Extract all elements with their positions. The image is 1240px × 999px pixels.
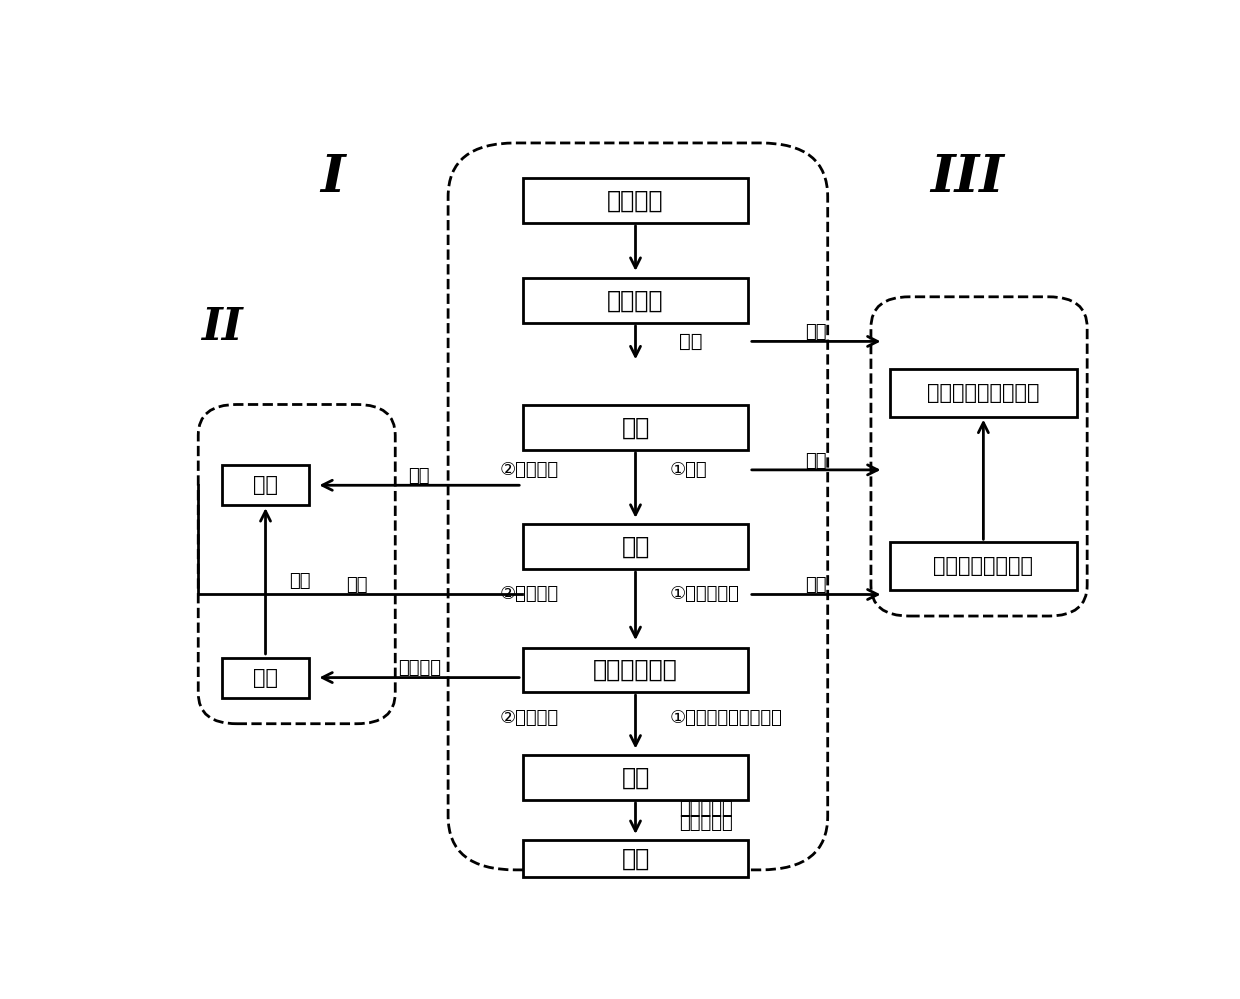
Text: 乙酸乙酯萃取: 乙酸乙酯萃取 <box>593 658 678 682</box>
Text: 酶解: 酶解 <box>621 416 650 440</box>
FancyBboxPatch shape <box>522 647 749 692</box>
FancyBboxPatch shape <box>522 179 749 223</box>
Text: III: III <box>930 152 1004 203</box>
Text: ②减压蒸发: ②减压蒸发 <box>500 585 558 603</box>
Text: ①过滤: ①过滤 <box>670 461 707 479</box>
FancyBboxPatch shape <box>889 542 1078 589</box>
Text: 大豆浓缩蛋白的原料: 大豆浓缩蛋白的原料 <box>928 383 1039 403</box>
Text: 脱脂豆粉: 脱脂豆粉 <box>608 189 663 213</box>
FancyBboxPatch shape <box>522 755 749 800</box>
Text: 回收: 回收 <box>253 476 278 496</box>
Text: 乙醇: 乙醇 <box>408 468 430 486</box>
Text: ①静置，分液，取上层: ①静置，分液，取上层 <box>670 709 782 727</box>
Text: 产品: 产品 <box>621 846 650 870</box>
Text: I: I <box>320 152 345 203</box>
FancyBboxPatch shape <box>522 406 749 450</box>
Text: 醇沉: 醇沉 <box>621 534 650 558</box>
FancyBboxPatch shape <box>522 524 749 569</box>
FancyBboxPatch shape <box>522 279 749 323</box>
Text: 沉淀: 沉淀 <box>806 576 827 594</box>
Text: 滤渣: 滤渣 <box>806 324 827 342</box>
FancyBboxPatch shape <box>222 466 309 505</box>
Text: 大豆低聚糖的原料: 大豆低聚糖的原料 <box>934 556 1033 576</box>
Text: 离心，收集: 离心，收集 <box>678 800 733 818</box>
Text: 水洗: 水洗 <box>621 765 650 789</box>
Text: 沉淀，冻干: 沉淀，冻干 <box>678 814 733 832</box>
FancyBboxPatch shape <box>522 840 749 877</box>
Text: ①静置，离心: ①静置，离心 <box>670 585 739 603</box>
Text: 过滤: 过滤 <box>678 332 702 351</box>
Text: ②减压蒸发: ②减压蒸发 <box>500 461 558 479</box>
Text: 回收: 回收 <box>253 667 278 687</box>
Text: 滤渣: 滤渣 <box>806 452 827 470</box>
FancyBboxPatch shape <box>222 657 309 697</box>
FancyBboxPatch shape <box>889 369 1078 417</box>
Text: 乙酸乙酯: 乙酸乙酯 <box>398 659 440 677</box>
Text: II: II <box>201 306 243 349</box>
Text: 乙醇: 乙醇 <box>290 572 311 590</box>
Text: ②减压蒸发: ②减压蒸发 <box>500 709 558 727</box>
Text: 碱醇提取: 碱醇提取 <box>608 289 663 313</box>
Text: 乙醇: 乙醇 <box>346 576 367 594</box>
